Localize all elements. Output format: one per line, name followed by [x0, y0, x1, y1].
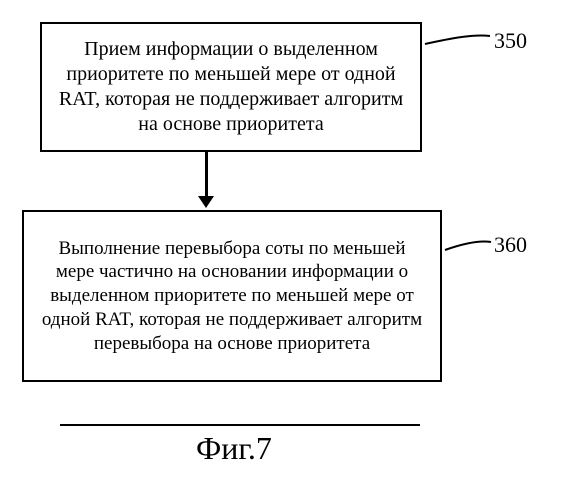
flow-step-2: Выполнение перевыбора соты по меньшей ме…: [22, 210, 442, 382]
caption-underline: [60, 424, 420, 426]
flow-step-2-text: Выполнение перевыбора соты по меньшей ме…: [38, 237, 426, 356]
flowchart-canvas: { "boxes": { "box1": { "text": "Прием ин…: [0, 0, 562, 500]
arrow-shaft: [205, 152, 208, 198]
step-label-360: 360: [494, 232, 527, 258]
arrow-head-down-icon: [198, 196, 214, 208]
flow-step-1: Прием информации о выделенном приоритете…: [40, 22, 422, 152]
figure-caption: Фиг.7: [196, 430, 272, 467]
step-label-350: 350: [494, 28, 527, 54]
flow-step-1-text: Прием информации о выделенном приоритете…: [56, 37, 406, 137]
